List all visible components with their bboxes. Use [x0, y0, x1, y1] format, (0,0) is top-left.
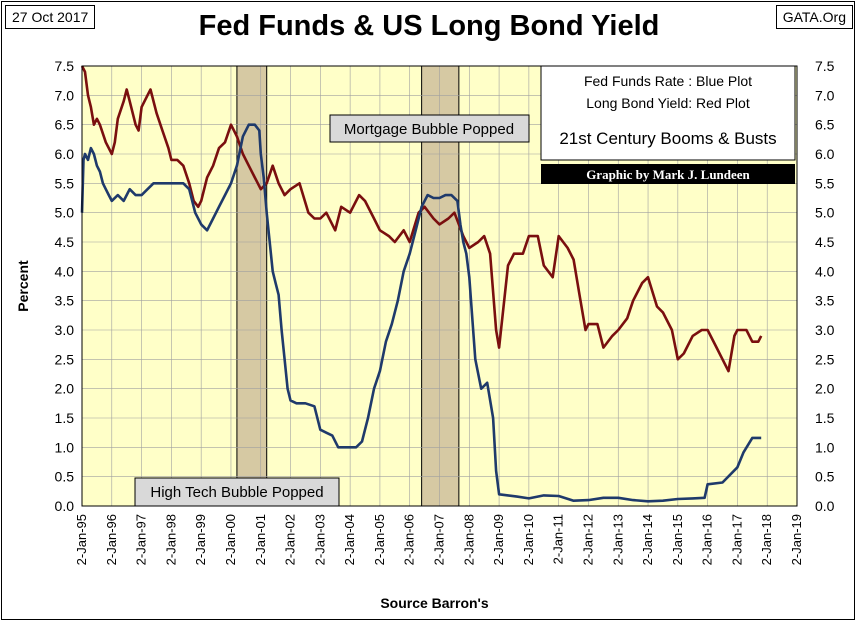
y-axis-title: Percent — [15, 260, 31, 312]
plot-border — [81, 65, 798, 507]
y-tick-label-right: 3.0 — [815, 322, 835, 338]
x-tick-label: 2-Jan-96 — [104, 514, 119, 565]
x-tick-label: 2-Jan-11 — [551, 514, 566, 564]
y-tick-label-right: 0.0 — [815, 498, 835, 514]
x-tick-label: 2-Jan-14 — [640, 514, 655, 565]
y-tick-label-right: 4.0 — [815, 263, 835, 279]
source-label: GATA.Org — [775, 5, 853, 29]
date-label: 27 Oct 2017 — [5, 5, 96, 29]
x-tick-label: 2-Jan-15 — [670, 514, 685, 565]
credit-bar — [541, 164, 795, 184]
x-tick-label: 2-Jan-10 — [521, 514, 536, 565]
y-tick-label-right: 2.0 — [815, 381, 835, 397]
x-tick-label: 2-Jan-01 — [253, 514, 268, 565]
x-tick-label: 2-Jan-06 — [402, 514, 417, 565]
x-tick-label: 2-Jan-18 — [759, 514, 774, 565]
y-tick-label-left: 0.5 — [55, 469, 75, 485]
mortgage-annotation: Mortgage Bubble Popped — [344, 121, 514, 138]
y-tick-label-left: 0.0 — [55, 498, 75, 514]
mortgage-annotation-box — [329, 114, 530, 143]
x-tick-label: 2-Jan-19 — [789, 514, 804, 565]
y-tick-label-left: 7.0 — [55, 87, 75, 103]
series-fed-funds-rate — [80, 123, 762, 503]
x-tick-label: 2-Jan-12 — [580, 514, 595, 565]
y-tick-label-left: 4.0 — [55, 263, 75, 279]
chart-title: Fed Funds & US Long Bond Yield — [198, 10, 660, 42]
y-tick-label-left: 1.0 — [55, 439, 75, 455]
x-tick-label: 2-Jan-17 — [729, 514, 744, 565]
x-tick-label: 2-Jan-00 — [223, 514, 238, 565]
hightech-annotation-box — [134, 477, 340, 507]
legend-long-bond: Long Bond Yield: Red Plot — [586, 95, 750, 111]
x-tick-label: 2-Jan-04 — [342, 514, 357, 565]
series-long-bond-yield — [80, 65, 763, 373]
x-tick-label: 2-Jan-13 — [610, 514, 625, 565]
x-axis-title: Source Barron's — [380, 595, 489, 611]
y-tick-label-right: 6.0 — [815, 146, 835, 162]
y-tick-label-right: 7.0 — [815, 87, 835, 103]
x-tick-label: 2-Jan-98 — [163, 514, 178, 565]
x-tick-label: 2-Jan-05 — [372, 514, 387, 565]
x-tick-label: 2-Jan-08 — [461, 514, 476, 565]
y-tick-label-right: 5.0 — [815, 205, 835, 221]
y-tick-label-right: 1.0 — [815, 439, 835, 455]
x-tick-label: 2-Jan-16 — [700, 514, 715, 565]
x-tick-label: 2-Jan-97 — [134, 514, 149, 565]
hightech-annotation: High Tech Bubble Popped — [150, 484, 323, 501]
x-tick-label: 2-Jan-07 — [432, 514, 447, 565]
credit-text: Graphic by Mark J. Lundeen — [586, 167, 750, 182]
y-tick-label-left: 4.5 — [55, 234, 75, 250]
y-tick-label-left: 7.5 — [55, 58, 75, 74]
y-tick-label-right: 2.5 — [815, 351, 835, 367]
y-tick-label-left: 1.5 — [55, 410, 75, 426]
x-tick-label: 2-Jan-95 — [74, 514, 89, 565]
x-tick-label: 2-Jan-03 — [312, 514, 327, 565]
y-tick-label-right: 0.5 — [815, 469, 835, 485]
y-tick-label-left: 3.0 — [55, 322, 75, 338]
y-tick-label-left: 5.5 — [55, 175, 75, 191]
legend-box — [540, 65, 796, 161]
y-tick-label-left: 2.0 — [55, 381, 75, 397]
y-tick-label-left: 6.5 — [55, 117, 75, 133]
shaded-period-0 — [236, 65, 268, 507]
y-tick-label-right: 3.5 — [815, 293, 835, 309]
x-tick-label: 2-Jan-02 — [283, 514, 298, 565]
y-tick-label-right: 1.5 — [815, 410, 835, 426]
y-tick-label-right: 6.5 — [815, 117, 835, 133]
legend-subtitle: 21st Century Booms & Busts — [559, 129, 776, 148]
legend-fed-funds: Fed Funds Rate : Blue Plot — [584, 73, 752, 89]
y-tick-label-left: 3.5 — [55, 293, 75, 309]
y-tick-label-left: 5.0 — [55, 205, 75, 221]
x-tick-label: 2-Jan-09 — [491, 514, 506, 565]
y-tick-label-left: 6.0 — [55, 146, 75, 162]
y-tick-label-right: 4.5 — [815, 234, 835, 250]
y-tick-label-right: 7.5 — [815, 58, 835, 74]
y-tick-label-left: 2.5 — [55, 351, 75, 367]
x-tick-label: 2-Jan-99 — [193, 514, 208, 565]
y-tick-label-right: 5.5 — [815, 175, 835, 191]
